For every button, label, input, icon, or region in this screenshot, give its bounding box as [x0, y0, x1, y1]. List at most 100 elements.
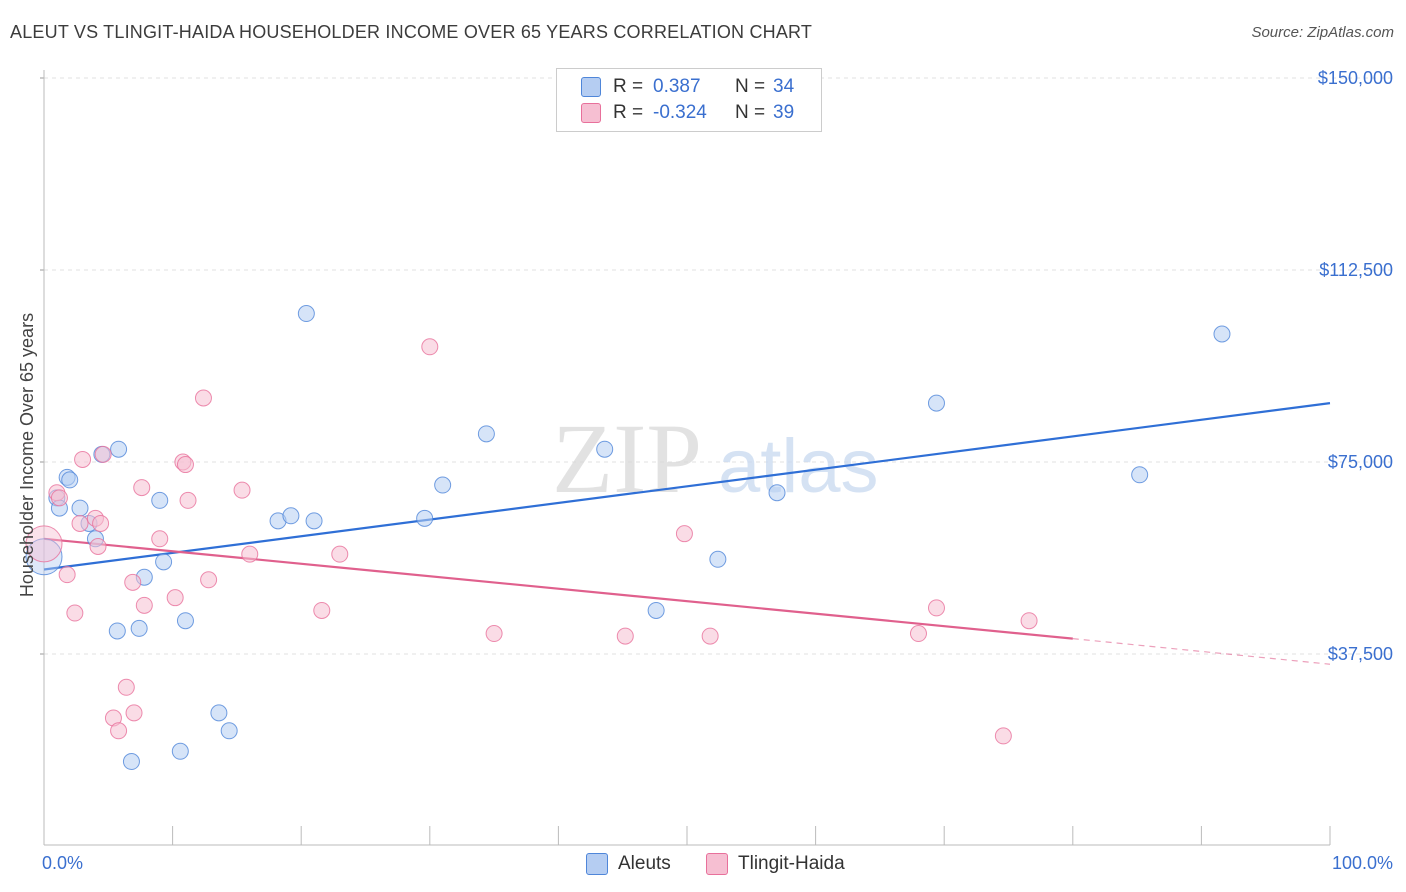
aleut-point — [927, 394, 945, 412]
tlingit-point — [74, 450, 92, 468]
tlingit-point — [135, 596, 153, 614]
aleut-point — [110, 440, 128, 458]
aleut-point — [1131, 466, 1149, 484]
aleut-point — [709, 550, 727, 568]
legend-r-label: R = — [613, 102, 644, 123]
aleut-point — [155, 553, 173, 571]
bottom-legend-label-aleut: Aleuts — [618, 853, 671, 874]
tlingit-point — [233, 481, 251, 499]
aleut-point — [768, 484, 786, 502]
bottom-legend-swatch-tlingit — [706, 853, 728, 875]
tlingit-point — [125, 704, 143, 722]
tlingit-point — [616, 627, 634, 645]
aleut-point — [1213, 325, 1231, 343]
tlingit-point — [994, 727, 1012, 745]
legend-r-value: -0.324 — [653, 102, 707, 123]
tlingit-point — [176, 456, 194, 474]
watermark-atlas: atlas — [718, 424, 879, 509]
tlingit-point — [421, 338, 439, 356]
tlingit-point — [909, 625, 927, 643]
y-tick-label: $150,000 — [1318, 68, 1393, 88]
tlingit-trendline — [43, 537, 1073, 640]
tlingit-point — [89, 537, 107, 555]
legend-row-tlingit: R = -0.324 N = 39 — [581, 100, 794, 126]
tlingit-point — [151, 530, 169, 548]
x-tick-label: 100.0% — [1332, 853, 1393, 873]
tlingit-point — [25, 525, 63, 563]
aleut-point — [25, 538, 63, 576]
aleut-point — [122, 753, 140, 771]
grid-layer — [44, 77, 1396, 655]
tlingit-point — [58, 566, 76, 584]
bottom-legend-aleut: Aleuts — [586, 851, 671, 877]
watermark-zip: ZIP — [552, 403, 702, 514]
y-tick-label: $75,000 — [1328, 452, 1393, 472]
tlingit-point — [927, 599, 945, 617]
tlingit-point — [194, 389, 212, 407]
stats-legend: R = 0.387 N = 34 R = -0.324 N = 39 — [556, 68, 822, 132]
label-layer: $150,000 $112,500 $75,000 $37,500 0.0% 100.0%… — [17, 68, 1393, 873]
legend-r-value: 0.387 — [653, 76, 701, 97]
tlingit-trendline-extension — [1072, 638, 1331, 665]
bottom-legend-label-tlingit: Tlingit-Haida — [738, 853, 845, 874]
tlingit-point — [313, 601, 331, 619]
y-tick-label: $112,500 — [1319, 260, 1393, 280]
aleut-trendline — [43, 402, 1331, 571]
legend-n-label: N = — [735, 76, 766, 97]
tlingit-point — [1020, 612, 1038, 630]
aleut-point — [416, 509, 434, 527]
tlingit-point — [200, 571, 218, 589]
y-axis-title: Householder Income Over 65 years — [17, 313, 37, 597]
y-tick-label: $37,500 — [1328, 644, 1393, 664]
aleut-point — [210, 704, 228, 722]
legend-swatch-aleut — [581, 77, 601, 97]
legend-swatch-tlingit — [581, 103, 601, 123]
aleut-point — [434, 476, 452, 494]
tlingit-point — [110, 722, 128, 740]
tlingit-point — [675, 525, 693, 543]
aleut-point — [305, 512, 323, 530]
bottom-legend-swatch-aleut — [586, 853, 608, 875]
aleut-point — [108, 622, 126, 640]
chart-title: ALEUT VS TLINGIT-HAIDA HOUSEHOLDER INCOM… — [10, 22, 813, 42]
trend-layer — [43, 402, 1331, 665]
legend-row-aleut: R = 0.387 N = 34 — [581, 74, 794, 100]
axis-layer — [40, 70, 1331, 846]
tlingit-point — [485, 625, 503, 643]
watermark: ZIP atlas — [552, 403, 879, 514]
aleut-point — [151, 491, 169, 509]
tlingit-point — [117, 678, 135, 696]
tlingit-point — [331, 545, 349, 563]
legend-n-label: N = — [735, 102, 766, 123]
tlingit-point — [94, 445, 112, 463]
aleut-point — [171, 742, 189, 760]
tlingit-point — [124, 573, 142, 591]
legend-n-value: 39 — [773, 102, 795, 123]
tlingit-point — [133, 479, 151, 497]
aleut-point — [596, 440, 614, 458]
aleut-point — [71, 499, 89, 517]
legend-n-value: 34 — [773, 76, 795, 97]
source-label: Source: ZipAtlas.com — [1251, 24, 1394, 41]
tlingit-point — [166, 589, 184, 607]
aleut-point — [176, 612, 194, 630]
tlingit-point — [241, 545, 259, 563]
aleut-point — [220, 722, 238, 740]
aleut-point — [477, 425, 495, 443]
aleut-point — [61, 471, 79, 489]
tlingit-point — [66, 604, 84, 622]
tlingit-point — [179, 491, 197, 509]
points-layer — [25, 305, 1231, 771]
tlingit-point — [92, 514, 110, 532]
legend-r-label: R = — [613, 76, 644, 97]
aleut-point — [297, 305, 315, 323]
bottom-legend-tlingit: Tlingit-Haida — [706, 851, 845, 877]
tlingit-point — [701, 627, 719, 645]
x-tick-label: 0.0% — [42, 853, 83, 873]
aleut-point — [282, 507, 300, 525]
aleut-point — [130, 619, 148, 637]
tlingit-point — [50, 489, 68, 507]
tlingit-point — [71, 514, 89, 532]
aleut-point — [647, 601, 665, 619]
